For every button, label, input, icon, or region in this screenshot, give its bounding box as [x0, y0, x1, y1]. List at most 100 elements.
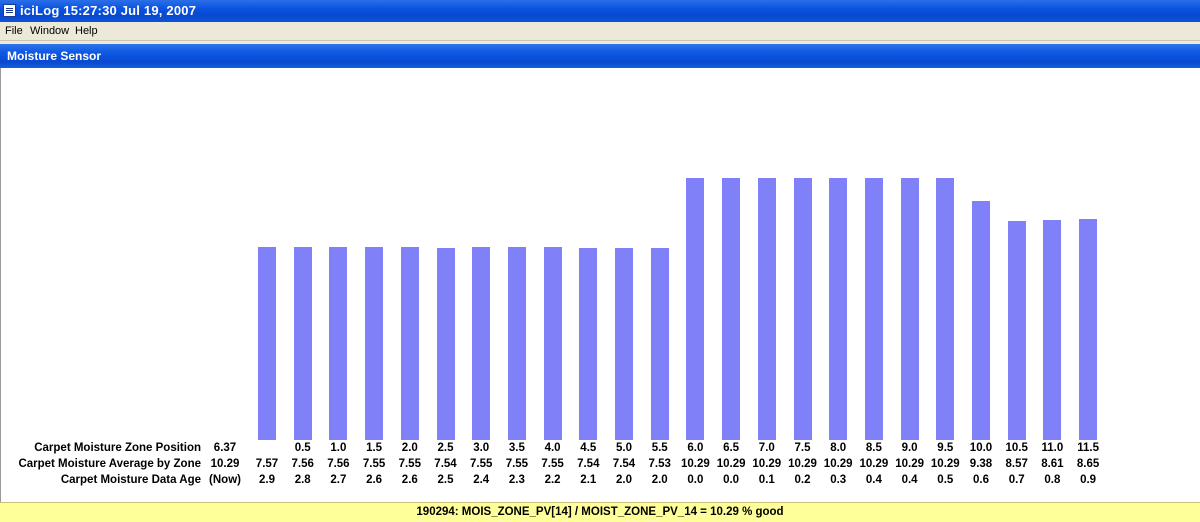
zone-age-cell: 2.3: [508, 474, 525, 486]
moisture-bar: [864, 177, 883, 440]
window-titlebar[interactable]: iciLog 15:27:30 Jul 19, 2007: [0, 0, 1200, 22]
zone-position-cell: 9.0: [901, 442, 918, 454]
zone-age-cell: 0.8: [1044, 474, 1061, 486]
panel-title: Moisture Sensor: [0, 44, 1200, 68]
summary-age: (Now): [209, 474, 241, 486]
zone-average-cell: 9.38: [969, 458, 993, 470]
moisture-bar: [972, 200, 990, 440]
zone-average-cell: 8.65: [1076, 458, 1100, 470]
zone-average-cell: 7.55: [505, 458, 529, 470]
moisture-bar: [365, 247, 384, 440]
menu-bar: File Window Help: [0, 22, 1200, 41]
moisture-bar: [472, 247, 491, 440]
zone-age-cell: 0.4: [865, 474, 882, 486]
zone-position-cell: 8.0: [830, 442, 847, 454]
zone-average-cell: 7.56: [327, 458, 350, 470]
zone-average-cell: 10.29: [681, 458, 710, 470]
summary-average: 10.29: [210, 458, 240, 470]
zone-age-cell: 0.4: [901, 474, 918, 486]
zone-position-cell: 4.0: [544, 442, 561, 454]
zone-position-cell: 8.5: [865, 442, 882, 454]
zone-average-cell: 10.29: [716, 458, 746, 470]
moisture-bar: [1007, 221, 1026, 440]
zone-position-cell: 7.0: [758, 442, 775, 454]
zone-age-cell: 0.7: [1008, 474, 1025, 486]
zone-position-cell: 7.5: [794, 442, 811, 454]
moisture-bar: [757, 177, 776, 440]
zone-age-cell: 2.9: [259, 474, 275, 486]
moisture-bar: [793, 177, 812, 440]
app-icon: [3, 4, 16, 17]
zone-position-cell: 1.0: [330, 442, 347, 454]
zone-age-cell: 0.5: [937, 474, 954, 486]
zone-age-cell: 2.8: [294, 474, 311, 486]
zone-average-cell: 7.57: [255, 458, 279, 470]
zone-age-cell: 2.1: [580, 474, 597, 486]
moisture-bar: [400, 247, 419, 440]
zone-position-cell: 2.0: [401, 442, 418, 454]
moisture-bar: [650, 247, 669, 440]
moisture-bar: [329, 247, 348, 440]
zone-age-cell: 0.0: [723, 474, 740, 486]
moisture-bar: [722, 177, 741, 440]
zone-age-cell: 0.3: [830, 474, 847, 486]
zone-age-cell: 2.4: [473, 474, 490, 486]
zone-age-cell: 0.0: [687, 474, 704, 486]
zone-position-cell: 6.0: [687, 442, 704, 454]
spacer: [0, 41, 1200, 44]
zone-position-cell: 11.5: [1077, 442, 1099, 454]
zone-age-cell: 2.7: [330, 474, 347, 486]
zone-average-cell: 10.29: [788, 458, 817, 470]
moisture-bar: [829, 177, 848, 440]
zone-position-cell: 9.5: [937, 442, 954, 454]
zone-position-cell: 0.5: [294, 442, 311, 454]
moisture-bar: [686, 177, 705, 440]
zone-age-cell: 2.2: [544, 474, 561, 486]
zone-average-cell: 10.29: [859, 458, 889, 470]
moisture-bar: [258, 246, 276, 440]
zone-position-cell: 5.0: [616, 442, 632, 454]
zone-average-cell: 8.57: [1005, 458, 1028, 470]
zone-age-cell: 0.9: [1080, 474, 1097, 486]
window-title: iciLog 15:27:30 Jul 19, 2007: [20, 3, 197, 18]
zone-position-cell: 4.5: [580, 442, 597, 454]
zone-position-cell: 3.5: [508, 442, 525, 454]
zone-average-cell: 7.55: [398, 458, 421, 470]
row-label-average: Carpet Moisture Average by Zone: [18, 458, 201, 470]
zone-average-cell: 7.54: [612, 458, 636, 470]
menu-help[interactable]: Help: [75, 25, 98, 37]
zone-age-cell: 0.1: [758, 474, 775, 486]
moisture-bar: [293, 247, 312, 440]
moisture-bar: [900, 177, 919, 440]
zone-position-cell: 3.0: [473, 442, 490, 454]
zone-age-cell: 2.0: [616, 474, 632, 486]
menu-window[interactable]: Window: [30, 25, 70, 37]
zone-position-cell: 1.5: [366, 442, 383, 454]
zone-position-cell: 11.0: [1041, 442, 1064, 454]
zone-position-cell: 2.5: [437, 442, 454, 454]
moisture-bar: [1079, 219, 1098, 440]
zone-average-cell: 10.29: [752, 458, 782, 470]
status-bar: 190294: MOIS_ZONE_PV[14] / MOIST_ZONE_PV…: [0, 502, 1200, 522]
zone-average-cell: 10.29: [895, 458, 924, 470]
moisture-bar: [543, 247, 562, 440]
moisture-bar: [936, 177, 955, 440]
moisture-chart: Carpet Moisture Zone Position Carpet Moi…: [0, 68, 1200, 502]
zone-average-cell: 7.55: [469, 458, 493, 470]
zone-average-cell: 7.53: [648, 458, 671, 470]
zone-position-cell: 10.0: [969, 442, 993, 454]
menu-file[interactable]: File: [5, 25, 23, 37]
row-label-position: Carpet Moisture Zone Position: [34, 442, 201, 454]
moisture-bar: [436, 247, 455, 440]
zone-age-cell: 2.5: [437, 474, 454, 486]
moisture-bar: [1043, 220, 1062, 440]
zone-position-cell: 6.5: [723, 442, 740, 454]
zone-age-cell: 2.0: [651, 474, 668, 486]
summary-position: 6.37: [213, 442, 237, 454]
zone-average-cell: 7.55: [362, 458, 386, 470]
moisture-bar: [579, 247, 598, 440]
zone-position-cell: 5.5: [651, 442, 668, 454]
moisture-bar: [615, 247, 633, 440]
zone-average-cell: 7.55: [541, 458, 564, 470]
row-label-age: Carpet Moisture Data Age: [60, 474, 201, 486]
